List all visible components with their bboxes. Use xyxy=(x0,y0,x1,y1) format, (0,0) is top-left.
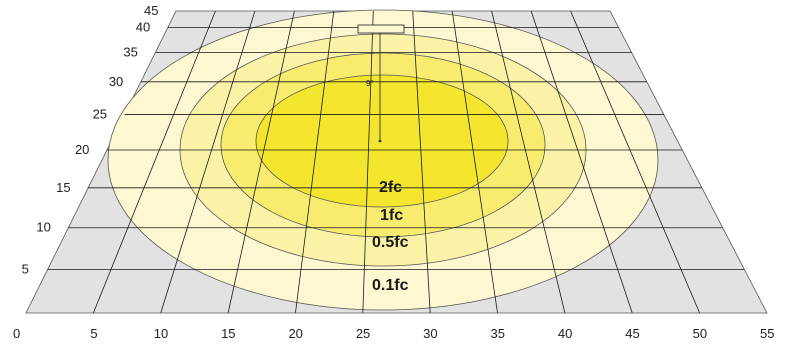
contour-label-2fc: 2fc xyxy=(379,179,402,196)
x-tick-label: 55 xyxy=(760,326,774,341)
y-tick-label: 25 xyxy=(93,107,107,122)
y-tick-label: 35 xyxy=(123,44,137,59)
contour-2fc xyxy=(255,74,509,208)
contour-label-0-1fc: 0.1fc xyxy=(372,277,409,294)
y-tick-label: 5 xyxy=(22,262,29,277)
x-axis-ticks: 0 5 10 15 20 25 30 35 40 45 50 55 xyxy=(13,326,774,341)
grid-column-line xyxy=(295,10,335,314)
x-tick-label: 20 xyxy=(288,326,302,341)
grid-column-line xyxy=(530,10,633,314)
x-tick-label: 10 xyxy=(154,326,168,341)
grid-column-line xyxy=(451,10,498,314)
x-tick-label: 25 xyxy=(356,326,370,341)
contour-group xyxy=(107,9,659,311)
x-tick-label: 40 xyxy=(558,326,572,341)
grid-column-line xyxy=(362,10,374,314)
x-tick-label: 45 xyxy=(625,326,639,341)
contour-labels: 2fc 1fc 0.5fc 0.1fc xyxy=(372,179,409,294)
grid-column-line xyxy=(412,10,431,314)
x-tick-label: 35 xyxy=(491,326,505,341)
y-tick-label: 15 xyxy=(56,180,70,195)
luminaire-fixture: 9° xyxy=(357,24,405,143)
y-tick-label: 20 xyxy=(75,142,89,157)
contour-label-0-5fc: 0.5fc xyxy=(372,234,409,251)
grid-lines xyxy=(47,10,745,314)
y-tick-label: 10 xyxy=(36,220,50,235)
grid-column-line xyxy=(570,10,701,314)
y-tick-label: 45 xyxy=(144,3,158,18)
grid-column-line xyxy=(92,10,216,314)
grid-column-line xyxy=(160,10,256,314)
y-tick-label: 30 xyxy=(109,74,123,89)
x-tick-label: 0 xyxy=(13,326,20,341)
grid-column-line xyxy=(227,10,295,314)
x-tick-label: 15 xyxy=(221,326,235,341)
x-tick-label: 5 xyxy=(90,326,97,341)
fixture-aim-point xyxy=(378,139,382,143)
x-tick-label: 30 xyxy=(423,326,437,341)
aim-angle-label: 9° xyxy=(366,79,374,88)
y-tick-label: 40 xyxy=(136,20,150,35)
grid-column-line xyxy=(491,10,566,314)
fixture-head xyxy=(357,24,405,34)
x-tick-label: 50 xyxy=(693,326,707,341)
contour-label-1fc: 1fc xyxy=(380,207,403,224)
